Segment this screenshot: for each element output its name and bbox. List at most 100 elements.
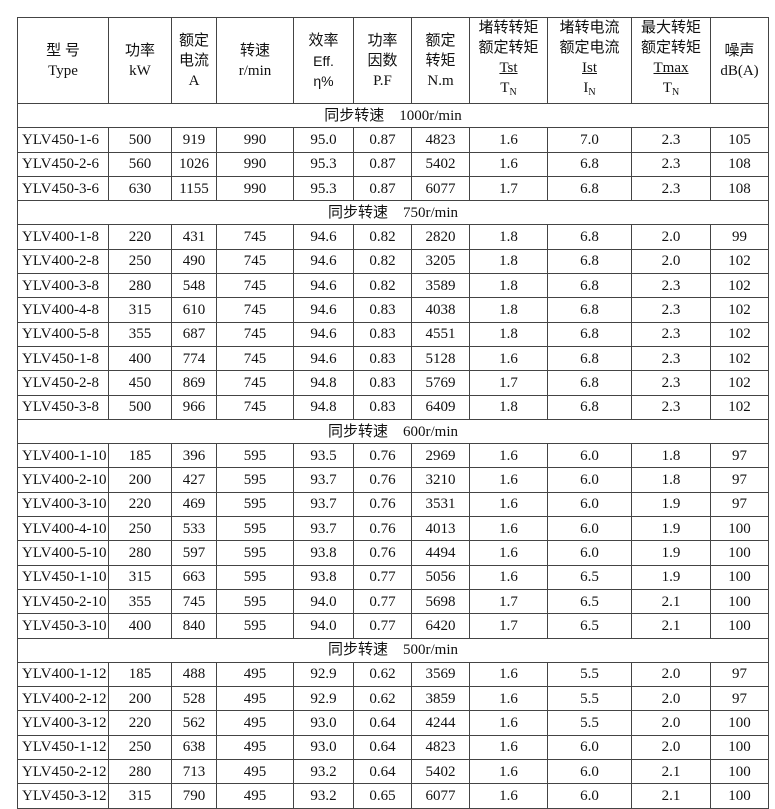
model-cell: YLV400-2-12 xyxy=(17,686,109,712)
value-cell: 0.77 xyxy=(353,588,412,615)
header-line: 型 号 xyxy=(46,42,80,59)
value-cell: 6077 xyxy=(411,783,470,809)
value-cell: 774 xyxy=(171,345,217,372)
value-cell: 2.1 xyxy=(631,783,711,809)
value-cell: 2969 xyxy=(411,443,470,469)
value-cell: 0.87 xyxy=(353,151,412,177)
value-cell: 185 xyxy=(108,443,172,469)
header-line: Eff. xyxy=(313,52,334,69)
value-cell: 93.0 xyxy=(293,734,354,761)
value-cell: 6.8 xyxy=(547,151,632,177)
value-cell: 495 xyxy=(216,686,294,712)
section-row: 同步转速 1000r/min xyxy=(17,102,769,129)
value-cell: 1.6 xyxy=(469,491,548,518)
value-cell: 6.5 xyxy=(547,588,632,615)
value-cell: 595 xyxy=(216,491,294,518)
value-cell: 0.83 xyxy=(353,321,412,347)
model-cell: YLV400-1-10 xyxy=(17,443,109,469)
model-cell: YLV450-3-10 xyxy=(17,613,109,639)
value-cell: 185 xyxy=(108,661,172,688)
value-cell: 97 xyxy=(710,443,769,469)
value-cell: 220 xyxy=(108,491,172,518)
value-cell: 562 xyxy=(171,710,217,736)
value-cell: 1.6 xyxy=(469,127,548,153)
value-cell: 2.1 xyxy=(631,613,711,639)
value-cell: 5.5 xyxy=(547,686,632,712)
value-cell: 108 xyxy=(710,175,769,202)
table-row: YLV450-3-6 630 1155 990 95.3 0.87 6077 1.7 6.8 2.… xyxy=(17,175,769,202)
value-cell: 97 xyxy=(710,491,769,518)
value-cell: 1.8 xyxy=(469,248,548,275)
value-cell: 6.0 xyxy=(547,734,632,761)
value-cell: 790 xyxy=(171,783,217,809)
value-cell: 6.0 xyxy=(547,540,632,566)
value-cell: 548 xyxy=(171,273,217,299)
value-cell: 2.0 xyxy=(631,734,711,761)
table-row: YLV400-4-8 315 610 745 94.6 0.83 4038 1.8 6.8 2.3… xyxy=(17,297,769,323)
value-cell: 1.8 xyxy=(469,321,548,347)
value-cell: 1026 xyxy=(171,151,217,177)
value-cell: 869 xyxy=(171,370,217,396)
value-cell: 94.6 xyxy=(293,224,354,250)
column-header: 额定 转矩 N.m xyxy=(411,17,470,104)
value-cell: 94.6 xyxy=(293,297,354,323)
value-cell: 745 xyxy=(216,297,294,323)
value-cell: 488 xyxy=(171,661,217,688)
value-cell: 1.7 xyxy=(469,613,548,639)
value-cell: 0.65 xyxy=(353,783,412,809)
value-cell: 990 xyxy=(216,175,294,202)
header-line: 额定转矩 xyxy=(640,40,701,56)
value-cell: 6420 xyxy=(411,613,470,639)
ratio-denominator: TN xyxy=(500,80,517,98)
value-cell: 0.87 xyxy=(353,127,412,153)
value-cell: 450 xyxy=(108,370,172,396)
value-cell: 6.8 xyxy=(547,297,632,323)
value-cell: 3210 xyxy=(411,467,470,493)
value-cell: 108 xyxy=(710,151,769,177)
value-cell: 1.8 xyxy=(631,467,711,493)
value-cell: 1.8 xyxy=(469,297,548,323)
value-cell: 0.77 xyxy=(353,564,412,590)
model-cell: YLV450-1-6 xyxy=(17,127,109,153)
table-row: YLV450-3-8 500 966 745 94.8 0.83 6409 1.8 6.8 2.3… xyxy=(17,394,769,420)
header-unit: N.m xyxy=(427,72,454,89)
table-row: YLV450-2-8 450 869 745 94.8 0.83 5769 1.7 6.8 2.3… xyxy=(17,370,769,396)
header-line: Type xyxy=(48,62,78,79)
value-cell: 500 xyxy=(108,394,172,420)
table-row: YLV400-1-10 185 396 595 93.5 0.76 2969 1.6 6.0 1.… xyxy=(17,443,769,469)
value-cell: 0.77 xyxy=(353,613,412,639)
header-line: kW xyxy=(129,62,151,79)
value-cell: 1.6 xyxy=(469,686,548,712)
value-cell: 3589 xyxy=(411,273,470,299)
model-cell: YLV400-3-8 xyxy=(17,273,109,299)
value-cell: 0.62 xyxy=(353,686,412,712)
header-line: 额定 xyxy=(425,32,456,49)
value-cell: 400 xyxy=(108,613,172,639)
header-line: 最大转矩 xyxy=(640,20,701,36)
value-cell: 5769 xyxy=(411,370,470,396)
value-cell: 745 xyxy=(216,345,294,372)
value-cell: 94.6 xyxy=(293,248,354,275)
value-cell: 2.3 xyxy=(631,370,711,396)
header-line: 效率 xyxy=(308,32,339,49)
value-cell: 6.0 xyxy=(547,491,632,518)
motor-spec-table: 型 号 Type 功率 kW 额定 电流 A 转速 r/min 效率 Eff. η% 功率 因数 P.F 额定… xyxy=(17,17,769,809)
ratio-numerator: Tst xyxy=(499,60,518,76)
value-cell: 5056 xyxy=(411,564,470,590)
value-cell: 93.2 xyxy=(293,759,354,785)
value-cell: 0.83 xyxy=(353,370,412,396)
value-cell: 6.8 xyxy=(547,370,632,396)
value-cell: 100 xyxy=(710,516,769,542)
value-cell: 745 xyxy=(216,248,294,275)
value-cell: 97 xyxy=(710,686,769,712)
value-cell: 200 xyxy=(108,467,172,493)
value-cell: 595 xyxy=(216,588,294,615)
value-cell: 0.83 xyxy=(353,345,412,372)
header-line: 功率 xyxy=(124,42,155,59)
value-cell: 495 xyxy=(216,710,294,736)
table-row: YLV400-2-12 200 528 495 92.9 0.62 3859 1.6 5.5 2.… xyxy=(17,686,769,712)
value-cell: 93.5 xyxy=(293,443,354,469)
value-cell: 1.6 xyxy=(469,783,548,809)
table-row: YLV400-3-10 220 469 595 93.7 0.76 3531 1.6 6.0 1.… xyxy=(17,491,769,518)
value-cell: 1.8 xyxy=(469,273,548,299)
